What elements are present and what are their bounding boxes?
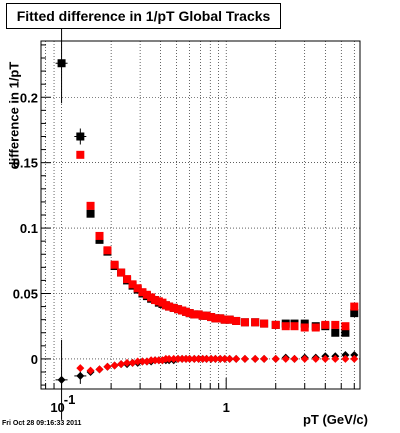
data-point-diamond <box>220 354 229 363</box>
data-point-diamond <box>202 354 211 363</box>
data-point-diamond <box>117 360 126 369</box>
axis-layer: 0 0.05 0.1 0.15 0.2 10-1 1 <box>13 44 355 415</box>
data-point-diamond <box>290 354 299 363</box>
data-point-diamond <box>251 354 260 363</box>
data-point-diamond <box>185 354 194 363</box>
data-point-square <box>86 201 95 210</box>
y-axis-label-text: difference in 1/pT <box>6 61 22 169</box>
data-point-square <box>165 302 174 311</box>
data-point-square <box>341 322 350 331</box>
data-point-square <box>110 260 119 269</box>
data-point-square <box>225 315 234 324</box>
data-point-square <box>117 268 126 277</box>
data-point-square <box>76 150 85 159</box>
data-point-diamond <box>207 354 216 363</box>
data-point-square <box>341 328 350 337</box>
data-point-square <box>86 209 95 218</box>
data-point-diamond <box>123 358 132 367</box>
data-point-diamond <box>174 354 183 363</box>
data-point-square <box>190 310 199 319</box>
data-point-square <box>251 318 260 327</box>
data-point-square <box>211 314 220 323</box>
data-point-diamond <box>110 361 119 370</box>
data-point-diamond <box>169 354 178 363</box>
data-point-diamond <box>240 354 249 363</box>
data-point-diamond <box>76 364 85 373</box>
data-point-square <box>185 309 194 318</box>
y-tick-label: 0.2 <box>20 90 38 105</box>
data-point-square <box>271 320 280 329</box>
x-axis-label: pT (GeV/c) <box>302 412 368 427</box>
x-tick-label: 10 <box>50 400 64 415</box>
data-layer <box>55 23 359 420</box>
data-point-diamond <box>95 365 104 374</box>
data-point-square <box>76 132 85 141</box>
chart-title: Fitted difference in 1/pT Global Tracks <box>6 3 281 29</box>
data-point-diamond <box>281 354 290 363</box>
series-1 <box>76 150 359 375</box>
data-point-diamond <box>260 354 269 363</box>
data-point-diamond <box>216 354 225 363</box>
data-point-square <box>169 303 178 312</box>
data-point-diamond <box>350 354 359 363</box>
data-point-diamond <box>76 371 85 380</box>
data-point-square <box>300 323 309 332</box>
data-point-square <box>232 316 241 325</box>
data-point-square <box>207 313 216 322</box>
data-point-diamond <box>225 354 234 363</box>
data-point-square <box>240 318 249 327</box>
data-point-diamond <box>86 366 95 375</box>
y-tick-label: 0.1 <box>20 221 38 236</box>
data-point-diamond <box>321 354 330 363</box>
data-point-diamond <box>300 354 309 363</box>
data-point-square <box>202 311 211 320</box>
data-point-diamond <box>133 357 142 366</box>
y-axis-label: difference in 1/pT <box>4 30 24 200</box>
data-point-diamond <box>341 354 350 363</box>
data-point-square <box>128 280 137 289</box>
data-point-square <box>142 290 151 299</box>
data-point-square <box>350 309 359 318</box>
data-point-diamond <box>311 354 320 363</box>
x-tick-exponent: -1 <box>64 392 76 407</box>
x-tick-label: 1 <box>223 400 230 415</box>
data-point-square <box>321 320 330 329</box>
data-point-square <box>57 59 66 68</box>
data-point-diamond <box>271 354 280 363</box>
data-point-square <box>290 322 299 331</box>
data-point-square <box>260 319 269 328</box>
data-point-diamond <box>211 354 220 363</box>
timestamp-footer: Fri Oct 28 09:16:33 2011 <box>2 420 82 427</box>
data-point-square <box>123 275 132 284</box>
data-point-square <box>216 314 225 323</box>
data-point-diamond <box>194 354 203 363</box>
y-tick-label: 0.05 <box>13 286 38 301</box>
y-tick-label: 0.15 <box>13 156 38 171</box>
chart-title-text: Fitted difference in 1/pT Global Tracks <box>16 8 271 24</box>
data-point-square <box>194 310 203 319</box>
data-point-square <box>331 320 340 329</box>
grid-layer <box>41 41 360 389</box>
data-point-diamond <box>331 354 340 363</box>
data-point-square <box>103 246 112 255</box>
data-point-square <box>220 315 229 324</box>
data-point-square <box>281 322 290 331</box>
data-point-diamond <box>232 354 241 363</box>
data-point-square <box>311 323 320 332</box>
data-point-square <box>174 305 183 314</box>
data-point-square <box>133 284 142 293</box>
data-point-square <box>95 231 104 240</box>
data-point-diamond <box>190 354 199 363</box>
y-tick-label: 0 <box>31 352 38 367</box>
data-point-diamond <box>138 357 147 366</box>
data-point-square <box>350 302 359 311</box>
data-point-square <box>331 328 340 337</box>
data-point-diamond <box>103 362 112 371</box>
data-point-diamond <box>165 354 174 363</box>
data-point-square <box>138 288 147 297</box>
